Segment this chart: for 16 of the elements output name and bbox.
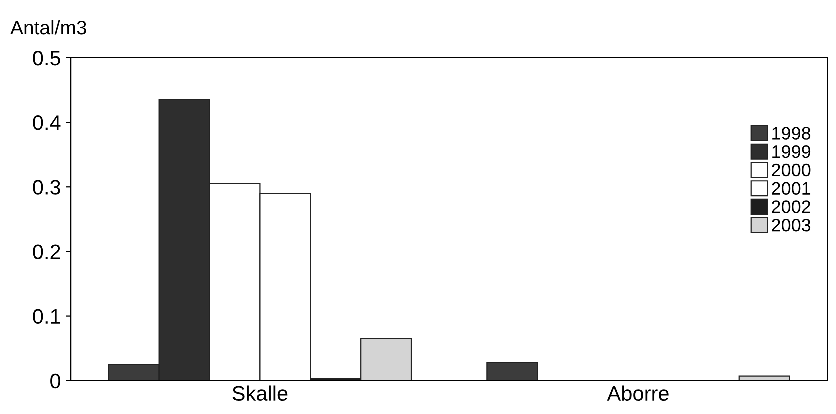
y-tick-label: 0.2	[33, 244, 60, 260]
legend-label: 2000	[772, 164, 811, 177]
legend-label: 2001	[772, 182, 811, 196]
legend-label: 2002	[772, 200, 810, 214]
y-tick-label: 0.5	[33, 50, 60, 66]
x-tick-label: Skalle	[232, 386, 288, 402]
y-tick-label: 0.1	[33, 309, 60, 324]
y-axis-title: Antal/m3	[10, 20, 86, 35]
x-tick-label: Aborre	[607, 386, 669, 402]
legend-label: 1999	[772, 145, 811, 158]
y-tick-label: 0	[50, 374, 61, 389]
legend-label: 2003	[772, 218, 811, 232]
y-tick-label: 0.3	[33, 180, 60, 195]
legend-label: 1998	[772, 127, 811, 140]
y-tick-label: 0.4	[33, 116, 61, 130]
bar	[486, 362, 538, 381]
